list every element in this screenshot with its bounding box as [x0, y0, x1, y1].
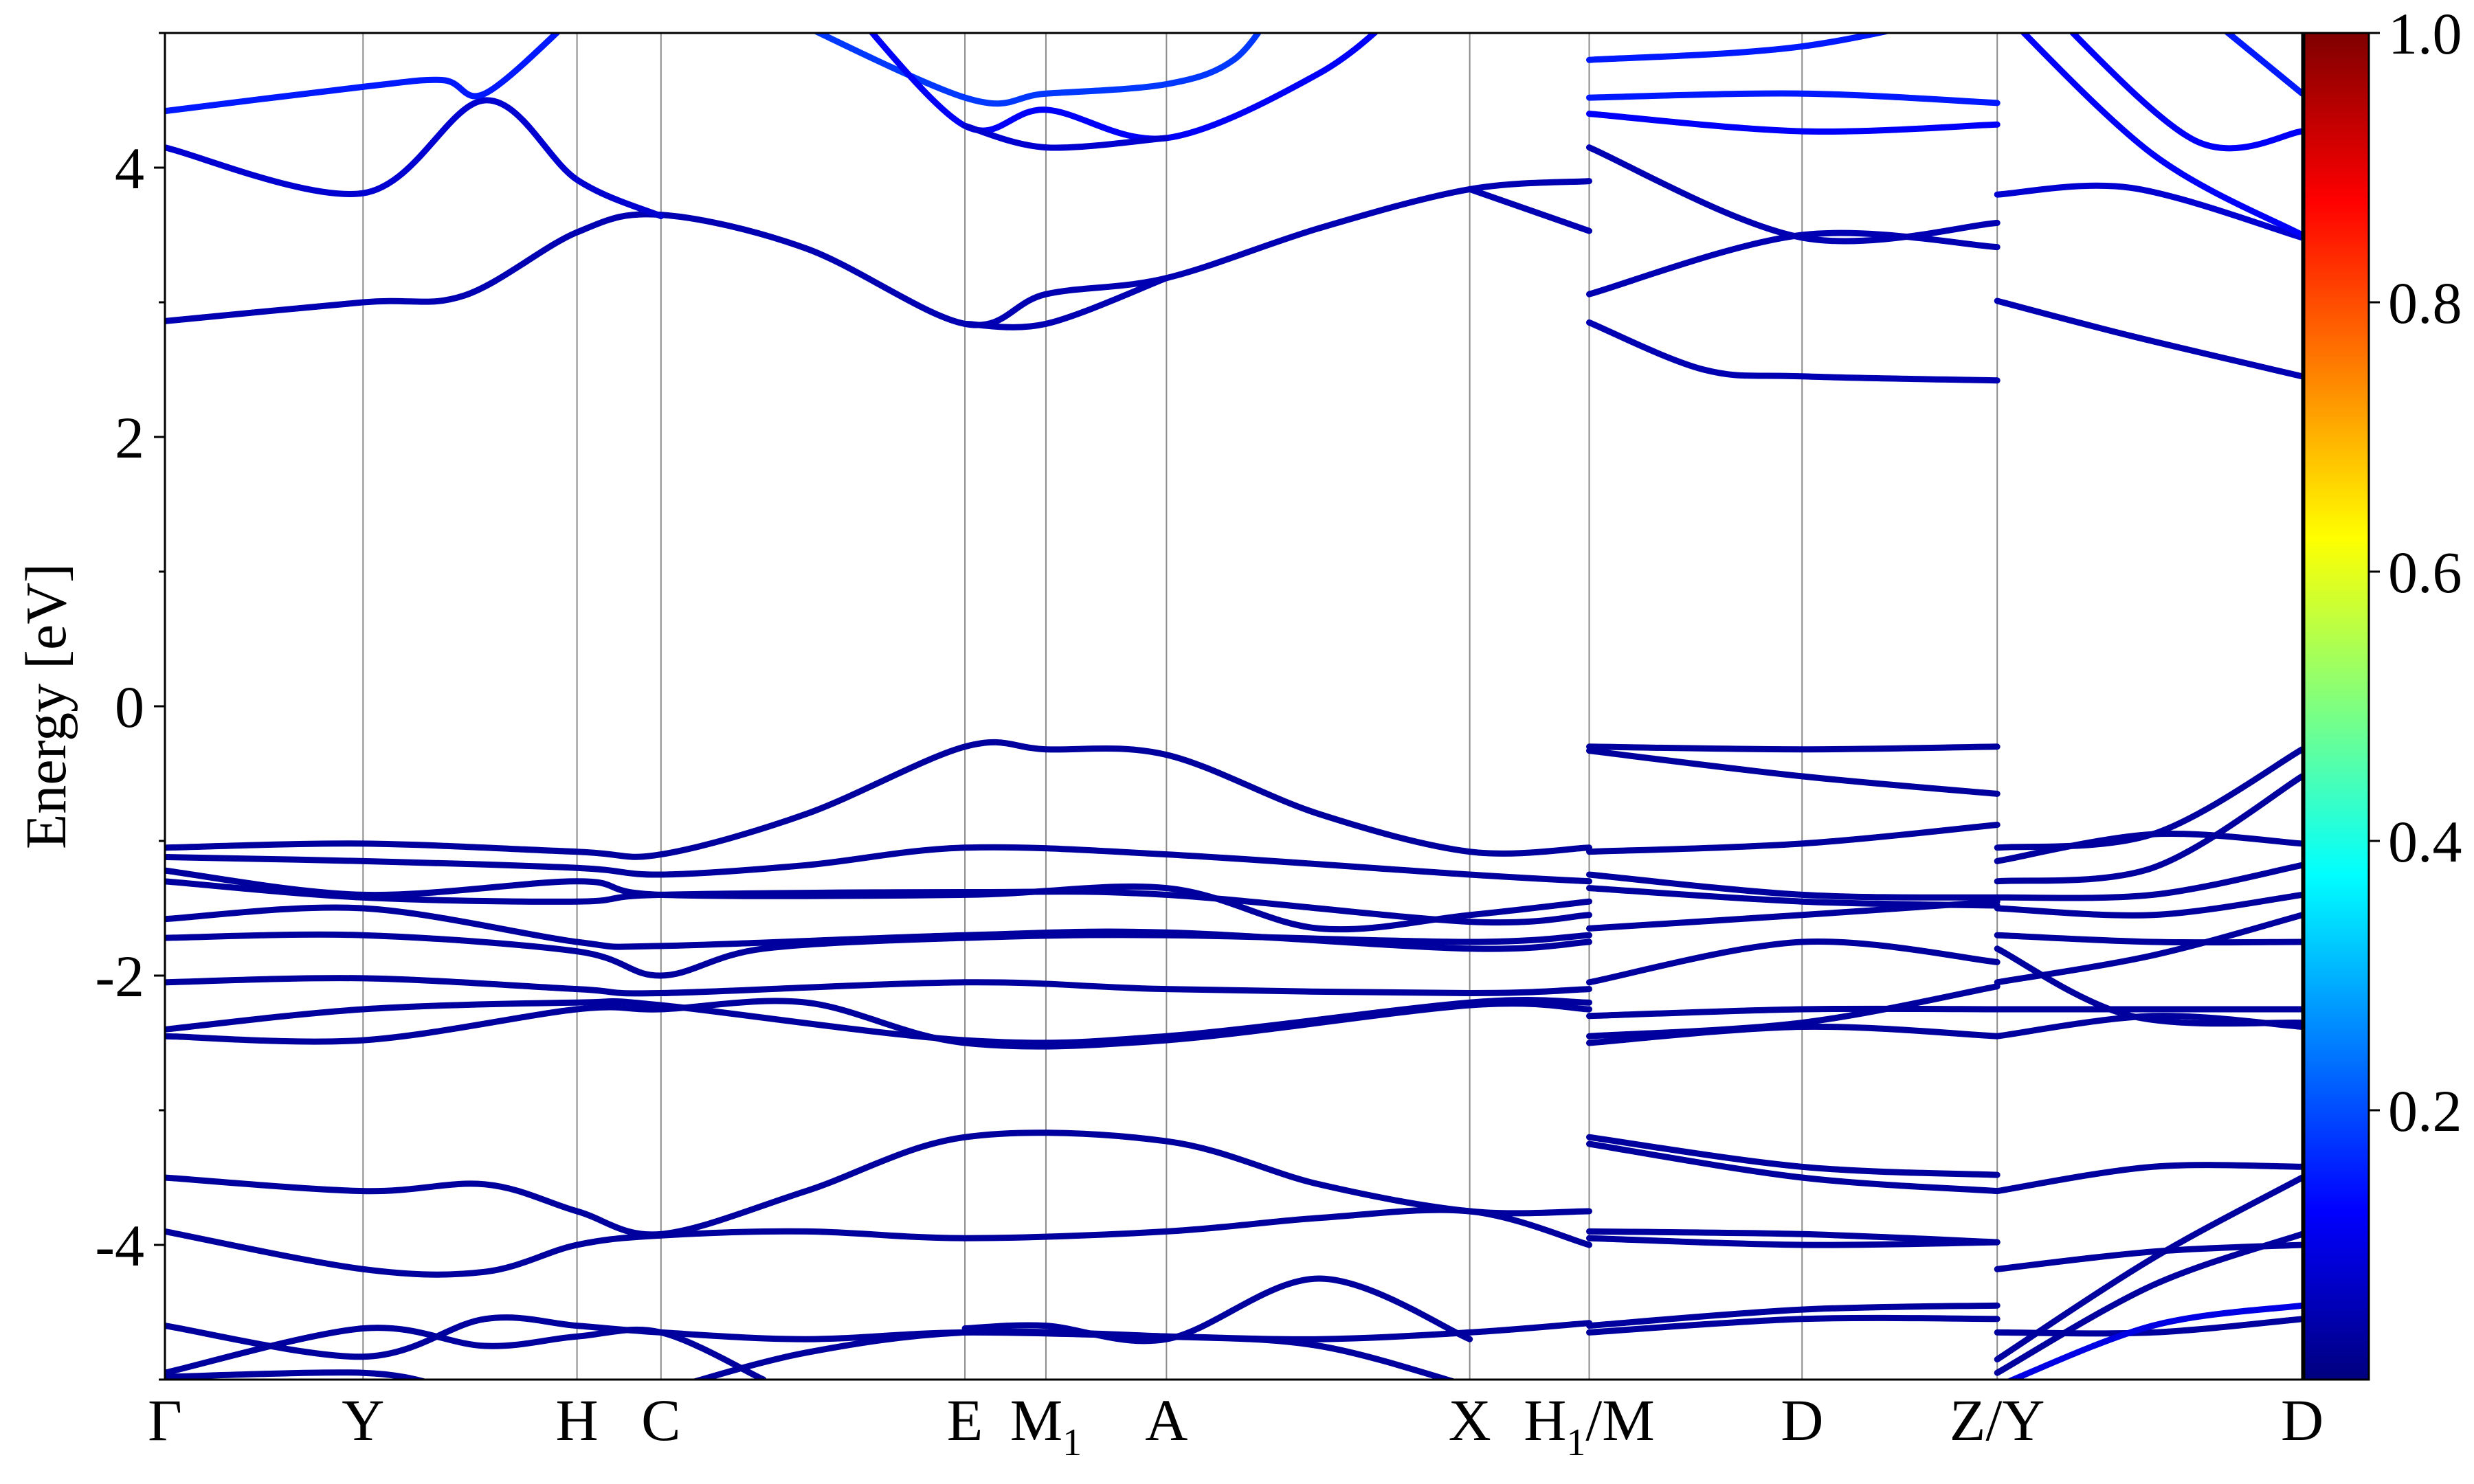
y-tick-label: -4 — [95, 1213, 144, 1279]
band-line — [1586, 1134, 2001, 1178]
band-lines — [165, 33, 2302, 1380]
x-tick-label: C — [641, 1387, 680, 1453]
colorbar-tick-label: 1.0 — [2388, 1, 2462, 67]
band-line — [961, 275, 1170, 330]
band-line — [1994, 891, 2302, 919]
x-axis-ticks: Γ Y H C E M1 A X H1/M D Z/Y D — [148, 1387, 2323, 1464]
colorbar-tick-label: 0.2 — [2388, 1078, 2462, 1144]
y-tick-label: 0 — [115, 674, 144, 740]
band-line — [1994, 1174, 2302, 1363]
colorbar-tick-label: 0.8 — [2388, 270, 2462, 336]
x-tick-label: Y — [342, 1387, 384, 1453]
x-tick-label: A — [1145, 1387, 1188, 1453]
band-line — [1467, 186, 1592, 234]
band-line — [165, 739, 1592, 860]
colorbar-tick-label: 0.6 — [2388, 539, 2462, 605]
band-line — [1994, 1230, 2302, 1376]
band-line — [1586, 111, 2001, 135]
x-tick-label: X — [1449, 1387, 1491, 1453]
band-line — [165, 1325, 767, 1380]
y-tick-label: 2 — [115, 405, 144, 471]
band-line — [165, 1314, 1592, 1360]
band-line — [961, 122, 1170, 151]
band-line — [165, 878, 1592, 926]
band-line — [165, 904, 1592, 952]
band-line — [1586, 319, 2001, 384]
band-line — [868, 33, 1379, 142]
band-line — [690, 1328, 1458, 1380]
band-line — [1586, 983, 2001, 1039]
y-tick-label: 4 — [115, 135, 144, 201]
band-line — [165, 844, 1592, 885]
band-line — [1994, 862, 2302, 901]
band-line — [1586, 898, 2001, 932]
band-line — [1994, 932, 2302, 946]
band-line — [1994, 773, 2302, 885]
k-point-gridlines — [362, 33, 1998, 1380]
band-line — [1586, 1023, 2001, 1046]
band-line — [1994, 1013, 2302, 1039]
band-line — [1586, 871, 2001, 901]
band-line — [1586, 747, 2001, 797]
band-line — [1586, 822, 2001, 855]
x-tick-label: D — [1781, 1387, 1823, 1453]
band-line — [1586, 743, 2001, 753]
band-line — [1586, 90, 2001, 106]
y-axis-ticks: 4 2 0 -2 -4 — [95, 32, 165, 1381]
band-line — [165, 1129, 1592, 1238]
band-line — [2019, 33, 2302, 238]
plot-frame — [164, 32, 2304, 1381]
band-line — [165, 975, 1592, 997]
band-line — [2069, 33, 2302, 152]
y-axis-title: Energy [eV] — [14, 563, 78, 849]
x-tick-label: D — [2281, 1387, 2323, 1453]
band-line — [165, 178, 1592, 328]
band-line — [1586, 33, 1893, 63]
x-tick-label: H1/M — [1524, 1387, 1654, 1464]
band-line — [1994, 1162, 2302, 1195]
band-line — [1586, 1314, 2001, 1336]
band-line — [165, 1206, 1592, 1278]
band-line — [165, 867, 1592, 933]
x-tick-label: M1 — [1010, 1387, 1082, 1464]
colorbar-tick-label: 0.4 — [2388, 809, 2462, 875]
band-line — [165, 97, 665, 220]
band-line — [812, 33, 1262, 107]
x-tick-label: E — [947, 1387, 983, 1453]
band-line — [1586, 1228, 2001, 1246]
band-line — [2223, 33, 2302, 97]
band-line — [165, 33, 561, 115]
band-line — [1994, 297, 2302, 380]
colorbar — [2303, 32, 2370, 1381]
colorbar-ticks: 0.2 0.4 0.6 0.8 1.0 — [2369, 1, 2462, 1144]
band-line — [1586, 1235, 2001, 1248]
band-line — [165, 931, 1592, 979]
band-line — [1586, 229, 2001, 297]
x-tick-label: H — [556, 1387, 599, 1453]
x-tick-label: Z/Y — [1950, 1387, 2045, 1453]
band-line — [1586, 1140, 2001, 1195]
band-line — [1586, 144, 2001, 245]
band-line — [1586, 1005, 2001, 1020]
band-line — [1586, 1302, 2001, 1329]
y-tick-label: -2 — [95, 943, 144, 1009]
band-line — [165, 998, 1592, 1050]
band-line — [2005, 1302, 2302, 1380]
band-line — [165, 1369, 429, 1380]
band-line — [1994, 830, 2302, 864]
band-line — [1586, 938, 2001, 986]
band-line — [1994, 912, 2302, 986]
band-line — [961, 1275, 1473, 1345]
x-tick-label: Γ — [148, 1387, 182, 1453]
band-line — [1994, 182, 2302, 241]
